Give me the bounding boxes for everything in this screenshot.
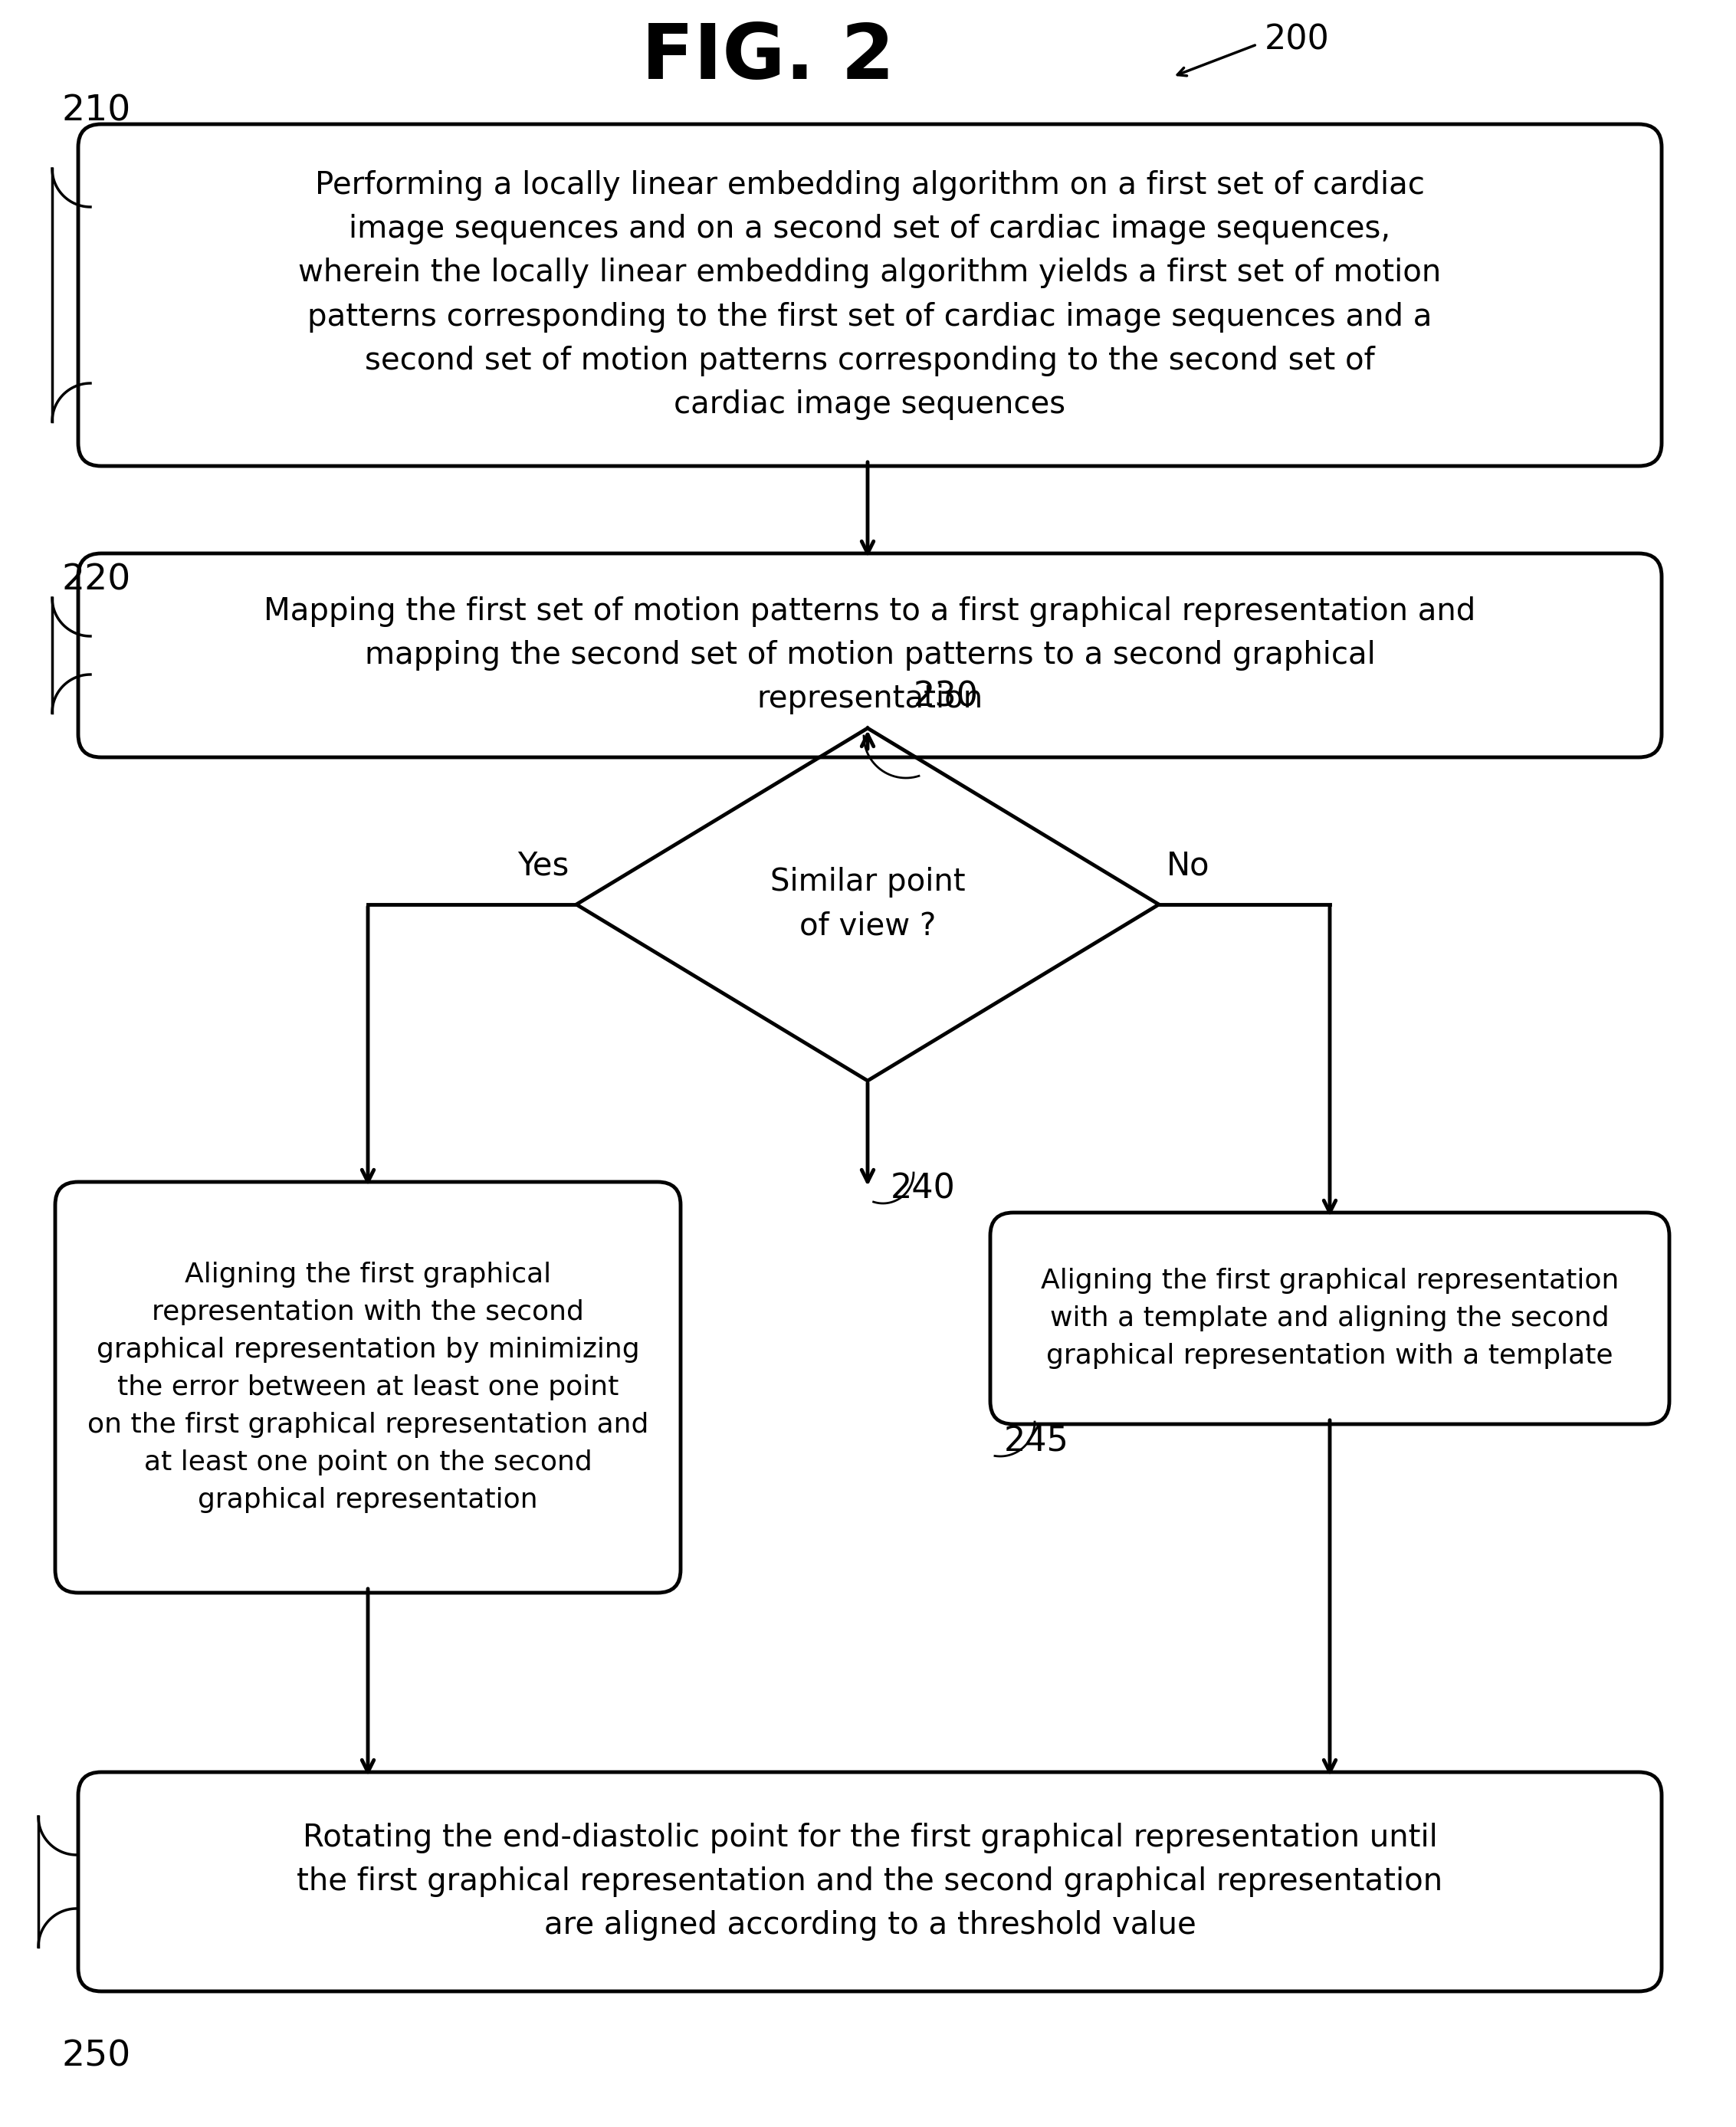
Text: FIG. 2: FIG. 2 (642, 21, 894, 96)
Text: 250: 250 (61, 2040, 130, 2074)
Text: Aligning the first graphical
representation with the second
graphical representa: Aligning the first graphical representat… (87, 1261, 649, 1512)
Text: Performing a locally linear embedding algorithm on a first set of cardiac
image : Performing a locally linear embedding al… (299, 170, 1441, 419)
Text: 210: 210 (61, 94, 130, 130)
Text: 245: 245 (1003, 1425, 1069, 1459)
Text: Similar point
of view ?: Similar point of view ? (771, 868, 965, 942)
FancyBboxPatch shape (56, 1183, 681, 1593)
FancyBboxPatch shape (78, 1772, 1661, 1991)
Text: Rotating the end-diastolic point for the first graphical representation until
th: Rotating the end-diastolic point for the… (297, 1823, 1443, 1940)
Text: Aligning the first graphical representation
with a template and aligning the sec: Aligning the first graphical representat… (1040, 1268, 1620, 1370)
Text: Yes: Yes (517, 849, 569, 881)
Text: 220: 220 (61, 564, 130, 598)
Text: 200: 200 (1264, 23, 1330, 55)
Text: Mapping the first set of motion patterns to a first graphical representation and: Mapping the first set of motion patterns… (264, 596, 1476, 715)
Text: 240: 240 (891, 1172, 955, 1206)
FancyBboxPatch shape (990, 1212, 1670, 1425)
Text: No: No (1167, 849, 1210, 881)
FancyBboxPatch shape (78, 553, 1661, 757)
Polygon shape (576, 727, 1160, 1081)
FancyBboxPatch shape (78, 123, 1661, 466)
Text: 230: 230 (913, 681, 979, 713)
